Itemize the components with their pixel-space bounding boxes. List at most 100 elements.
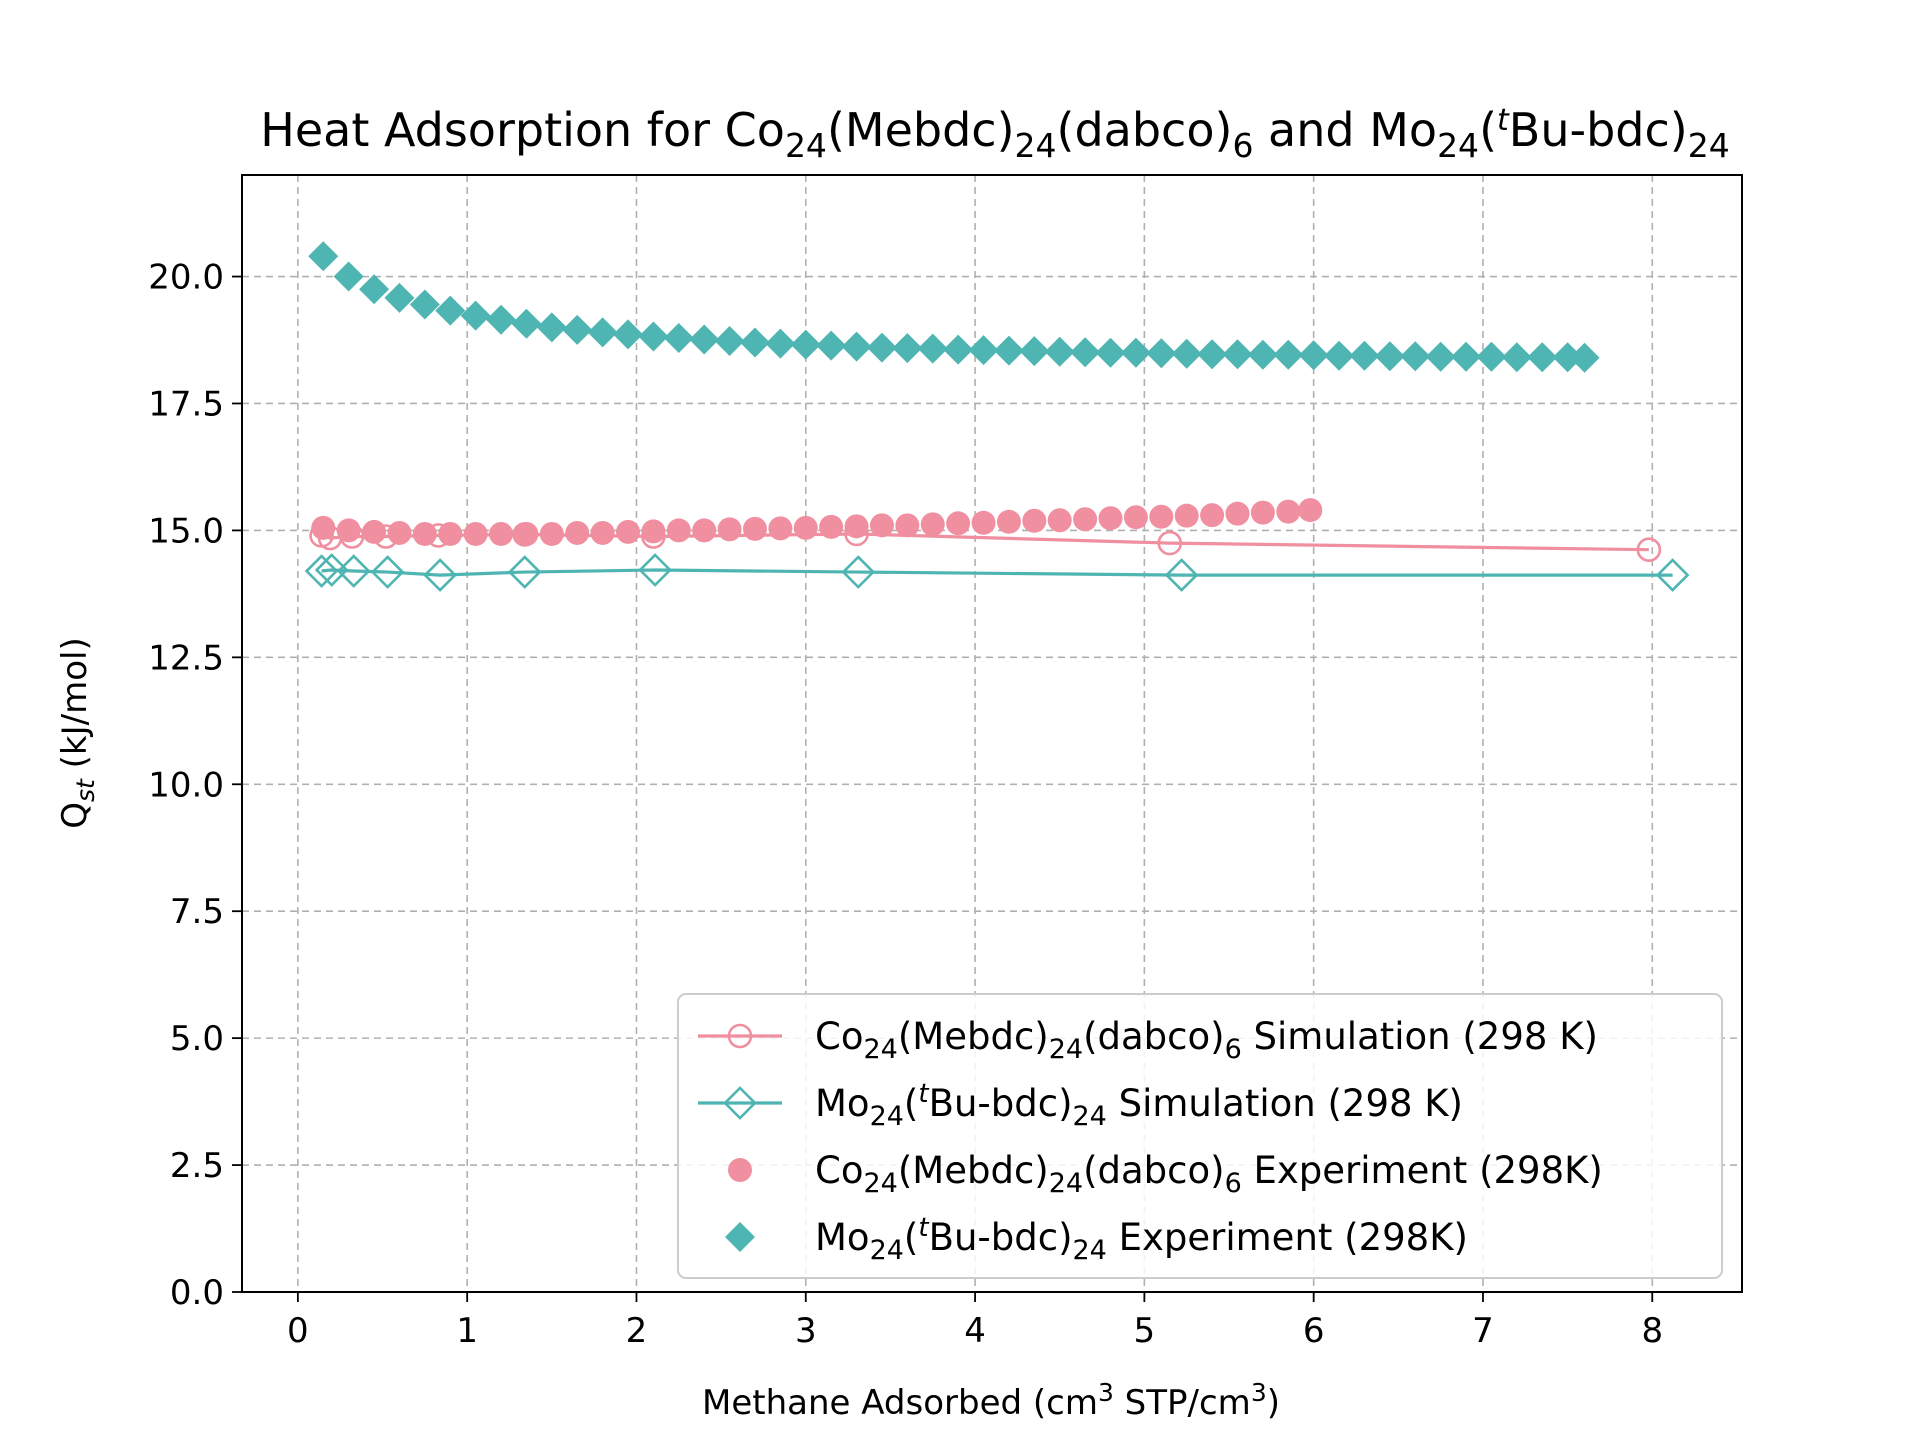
data-point-open-circle — [727, 1023, 753, 1049]
data-point-open-circle — [641, 524, 666, 549]
data-point-open-circle — [1636, 537, 1662, 563]
data-point-filled-circle — [1174, 503, 1199, 528]
data-point-filled-diamond — [841, 331, 872, 362]
data-point-filled-diamond — [1451, 341, 1482, 372]
data-point-filled-diamond — [384, 282, 415, 313]
data-point-filled-circle — [1200, 503, 1225, 528]
data-point-open-circle — [373, 524, 399, 549]
data-point-filled-diamond — [359, 274, 390, 305]
data-point-filled-diamond — [1527, 342, 1558, 373]
series-line-open-circle — [309, 521, 1662, 563]
legend-box — [677, 993, 1723, 1279]
series-filled-diamond — [308, 241, 1600, 373]
data-point-filled-diamond — [790, 329, 821, 360]
data-point-filled-diamond — [613, 319, 644, 350]
data-point-filled-diamond — [1298, 340, 1329, 371]
data-point-filled-diamond — [536, 312, 567, 343]
data-point-open-diamond — [336, 554, 371, 588]
data-point-filled-diamond — [968, 335, 999, 366]
data-point-filled-circle — [1298, 498, 1323, 523]
data-point-filled-diamond — [562, 314, 593, 345]
data-point-filled-diamond — [1552, 342, 1583, 373]
data-point-filled-diamond — [1425, 341, 1456, 372]
data-point-filled-diamond — [943, 334, 974, 365]
data-point-filled-diamond — [638, 321, 669, 352]
data-point-filled-circle — [387, 520, 412, 545]
x-axis-label: Methane Adsorbed (cm3 STP/cm3) — [702, 1378, 1280, 1423]
data-point-filled-diamond — [1120, 337, 1151, 368]
data-point-filled-circle — [844, 514, 869, 539]
data-point-filled-diamond — [917, 333, 948, 364]
data-point-filled-diamond — [1400, 341, 1431, 372]
data-point-filled-diamond — [725, 1222, 755, 1252]
y-tick-label: 17.5 — [148, 384, 224, 424]
plot-frame — [241, 174, 1743, 1293]
data-point-filled-diamond — [1247, 339, 1278, 370]
y-tick-label: 5.0 — [170, 1019, 224, 1059]
y-tick-label: 0.0 — [170, 1273, 224, 1313]
data-point-open-circle — [844, 521, 869, 547]
series-line — [321, 568, 1673, 577]
data-point-filled-diamond — [1095, 337, 1126, 368]
x-tick-label: 0 — [287, 1311, 309, 1351]
data-point-filled-diamond — [1171, 338, 1202, 369]
chart-title: Heat Adsorption for Co24(Mebdc)24(dabco)… — [260, 103, 1729, 165]
data-point-open-diamond — [314, 553, 349, 587]
data-point-filled-circle — [996, 509, 1021, 534]
x-tick-label: 3 — [795, 1311, 817, 1351]
data-point-filled-circle — [1047, 508, 1072, 533]
x-tick-label: 8 — [1641, 1311, 1663, 1351]
data-point-filled-diamond — [739, 327, 770, 358]
y-tick-label: 2.5 — [170, 1146, 224, 1186]
data-point-filled-diamond — [1324, 340, 1355, 371]
x-tick-label: 5 — [1134, 1311, 1156, 1351]
data-point-filled-diamond — [1374, 341, 1405, 372]
data-point-filled-diamond — [689, 324, 720, 355]
data-point-filled-diamond — [1476, 341, 1507, 372]
data-point-filled-diamond — [587, 317, 618, 348]
data-point-open-diamond — [370, 555, 405, 589]
data-point-open-circle — [339, 524, 365, 549]
data-point-filled-circle — [768, 516, 793, 541]
data-point-filled-diamond — [993, 335, 1024, 366]
axis-ticks: 0 1 2 3 4 5 6 7 8 0.0 2.5 5.0 7.5 10.0 12.5 15.0 17.5 20.… — [148, 258, 1663, 1351]
legend-label: Co24(Mebdc)24(dabco)6 Simulation (298 K) — [815, 1015, 1598, 1065]
data-point-filled-diamond — [892, 333, 923, 364]
data-point-filled-diamond — [1019, 336, 1050, 367]
y-tick-label: 20.0 — [148, 258, 224, 298]
data-point-filled-diamond — [308, 241, 339, 272]
data-point-open-circle — [426, 523, 451, 548]
data-point-filled-circle — [1022, 508, 1047, 533]
legend-entry: Mo24(tBu-bdc)24 Simulation (298 K) — [698, 1079, 1463, 1132]
x-tick-label: 1 — [456, 1311, 478, 1351]
legend: Co24(Mebdc)24(dabco)6 Simulation (298 K)… — [677, 993, 1723, 1279]
data-point-filled-diamond — [486, 304, 517, 335]
y-axis-label: Qst (kJ/mol) — [55, 637, 100, 828]
data-point-filled-diamond — [435, 295, 466, 326]
data-point-filled-diamond — [1146, 338, 1177, 369]
data-point-filled-diamond — [866, 332, 897, 363]
data-point-filled-diamond — [1501, 342, 1532, 373]
data-point-filled-circle — [692, 518, 717, 543]
legend-label: Co24(Mebdc)24(dabco)6 Experiment (298K) — [815, 1149, 1603, 1199]
data-point-open-circle — [512, 522, 538, 547]
data-series — [304, 241, 1690, 592]
data-point-filled-circle — [1149, 504, 1174, 529]
legend-entry: Co24(Mebdc)24(dabco)6 Experiment (298K) — [728, 1149, 1603, 1199]
data-point-filled-diamond — [1222, 339, 1253, 370]
legend-label: Mo24(tBu-bdc)24 Experiment (298K) — [815, 1213, 1468, 1266]
data-point-open-diamond — [304, 554, 339, 588]
x-tick-label: 7 — [1472, 1311, 1494, 1351]
x-tick-label: 4 — [964, 1311, 986, 1351]
data-point-filled-circle — [946, 511, 971, 536]
y-tick-label: 7.5 — [170, 892, 224, 932]
data-point-filled-circle — [362, 519, 387, 544]
data-point-filled-diamond — [1044, 336, 1075, 367]
data-point-filled-circle — [717, 517, 742, 542]
data-point-filled-circle — [920, 512, 945, 537]
data-point-filled-circle — [1098, 506, 1123, 531]
data-point-filled-diamond — [409, 289, 440, 320]
data-point-open-diamond — [638, 553, 672, 587]
y-tick-label: 10.0 — [148, 765, 224, 805]
